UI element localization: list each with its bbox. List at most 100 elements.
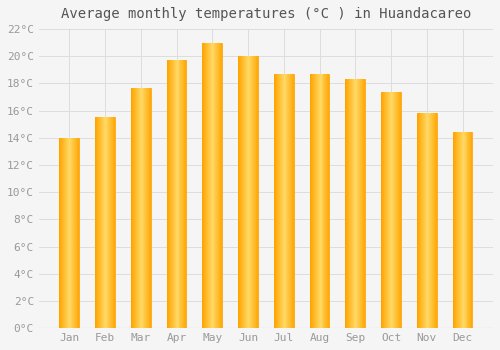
Bar	[112, 118, 113, 328]
Bar	[176, 60, 178, 328]
Bar	[287, 74, 288, 328]
Bar	[76, 138, 77, 328]
Bar	[132, 88, 133, 328]
Bar	[358, 79, 359, 328]
Bar	[425, 113, 426, 328]
Bar	[354, 79, 356, 328]
Bar	[388, 92, 389, 328]
Bar	[417, 113, 436, 328]
Bar	[430, 113, 431, 328]
Bar	[78, 138, 79, 328]
Bar	[217, 43, 218, 328]
Bar	[396, 92, 397, 328]
Bar	[286, 74, 287, 328]
Bar	[288, 74, 290, 328]
Bar	[470, 132, 472, 328]
Bar	[397, 92, 398, 328]
Bar	[420, 113, 421, 328]
Bar	[460, 132, 462, 328]
Bar	[280, 74, 281, 328]
Bar	[95, 118, 96, 328]
Bar	[218, 43, 219, 328]
Bar	[310, 74, 330, 328]
Bar	[419, 113, 420, 328]
Bar	[166, 60, 168, 328]
Bar	[246, 56, 247, 328]
Bar	[350, 79, 352, 328]
Bar	[356, 79, 358, 328]
Bar	[283, 74, 284, 328]
Bar	[136, 88, 137, 328]
Bar	[364, 79, 365, 328]
Bar	[140, 88, 141, 328]
Bar	[108, 118, 109, 328]
Bar	[452, 132, 454, 328]
Bar	[142, 88, 143, 328]
Bar	[210, 43, 212, 328]
Bar	[431, 113, 432, 328]
Bar	[252, 56, 253, 328]
Bar	[131, 88, 150, 328]
Bar	[381, 92, 401, 328]
Bar	[64, 138, 66, 328]
Bar	[109, 118, 110, 328]
Bar	[400, 92, 401, 328]
Bar	[172, 60, 174, 328]
Bar	[381, 92, 382, 328]
Bar	[361, 79, 362, 328]
Bar	[95, 118, 115, 328]
Bar	[106, 118, 107, 328]
Bar	[104, 118, 105, 328]
Bar	[382, 92, 383, 328]
Bar	[98, 118, 99, 328]
Bar	[245, 56, 246, 328]
Bar	[141, 88, 142, 328]
Bar	[133, 88, 134, 328]
Bar	[143, 88, 144, 328]
Bar	[464, 132, 466, 328]
Bar	[389, 92, 390, 328]
Bar	[214, 43, 215, 328]
Bar	[328, 74, 330, 328]
Bar	[60, 138, 79, 328]
Bar	[434, 113, 436, 328]
Bar	[75, 138, 76, 328]
Bar	[279, 74, 280, 328]
Bar	[275, 74, 276, 328]
Bar	[244, 56, 245, 328]
Bar	[178, 60, 180, 328]
Bar	[68, 138, 70, 328]
Bar	[110, 118, 111, 328]
Bar	[468, 132, 469, 328]
Bar	[249, 56, 250, 328]
Bar	[318, 74, 320, 328]
Bar	[399, 92, 400, 328]
Bar	[285, 74, 286, 328]
Bar	[144, 88, 146, 328]
Bar	[219, 43, 220, 328]
Bar	[363, 79, 364, 328]
Bar	[423, 113, 424, 328]
Bar	[250, 56, 251, 328]
Bar	[238, 56, 258, 328]
Bar	[62, 138, 64, 328]
Bar	[168, 60, 170, 328]
Bar	[184, 60, 186, 328]
Title: Average monthly temperatures (°C ) in Huandacareo: Average monthly temperatures (°C ) in Hu…	[60, 7, 471, 21]
Bar	[72, 138, 73, 328]
Bar	[385, 92, 386, 328]
Bar	[107, 118, 108, 328]
Bar	[99, 118, 100, 328]
Bar	[103, 118, 104, 328]
Bar	[101, 118, 102, 328]
Bar	[248, 56, 249, 328]
Bar	[276, 74, 277, 328]
Bar	[180, 60, 182, 328]
Bar	[238, 56, 239, 328]
Bar	[60, 138, 62, 328]
Bar	[74, 138, 75, 328]
Bar	[97, 118, 98, 328]
Bar	[458, 132, 460, 328]
Bar	[102, 118, 103, 328]
Bar	[166, 60, 186, 328]
